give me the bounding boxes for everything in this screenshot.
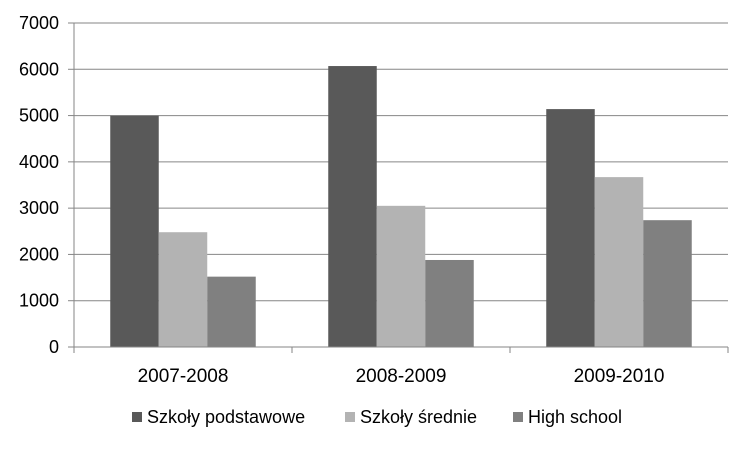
legend-label: Szkoły średnie bbox=[360, 407, 477, 427]
bar-szko-y-rednie-2008-2009 bbox=[376, 205, 426, 347]
legend: Szkoły podstawowe Szkoły średnie High scho… bbox=[132, 407, 622, 427]
y-tick-label: 3000 bbox=[19, 198, 59, 218]
y-tick-label: 7000 bbox=[19, 13, 59, 33]
y-tick-label: 6000 bbox=[19, 59, 59, 79]
x-tick-label: 2007-2008 bbox=[138, 366, 229, 387]
bar-high-school-2009-2010 bbox=[643, 220, 692, 347]
y-tick-label: 4000 bbox=[19, 152, 59, 172]
bar-high-school-2008-2009 bbox=[425, 259, 474, 347]
bar-szko-y-podstawowe-2007-2008 bbox=[110, 115, 159, 347]
y-axis-ticks: 0 1000 2000 3000 4000 5000 6000 7000 bbox=[19, 13, 59, 357]
x-axis-ticks: 2007-2008 2008-2009 2009-2010 bbox=[138, 366, 665, 387]
axes bbox=[68, 22, 729, 353]
y-tick-label: 1000 bbox=[19, 291, 59, 311]
legend-label: High school bbox=[528, 407, 622, 427]
legend-swatch bbox=[345, 412, 355, 422]
legend-swatch bbox=[132, 412, 142, 422]
x-tick-label: 2008-2009 bbox=[356, 366, 447, 387]
bar-szko-y-rednie-2007-2008 bbox=[158, 232, 208, 347]
legend-swatch bbox=[513, 412, 523, 422]
y-tick-label: 5000 bbox=[19, 106, 59, 126]
y-tick-label: 0 bbox=[49, 337, 59, 357]
x-tick-label: 2009-2010 bbox=[574, 366, 665, 387]
bar-high-school-2007-2008 bbox=[207, 276, 256, 347]
bars bbox=[110, 66, 692, 347]
bar-szko-y-podstawowe-2008-2009 bbox=[328, 66, 377, 347]
bar-szko-y-rednie-2009-2010 bbox=[594, 177, 644, 347]
y-tick-label: 2000 bbox=[19, 244, 59, 264]
legend-label: Szkoły podstawowe bbox=[147, 407, 305, 427]
bar-szko-y-podstawowe-2009-2010 bbox=[546, 109, 595, 347]
